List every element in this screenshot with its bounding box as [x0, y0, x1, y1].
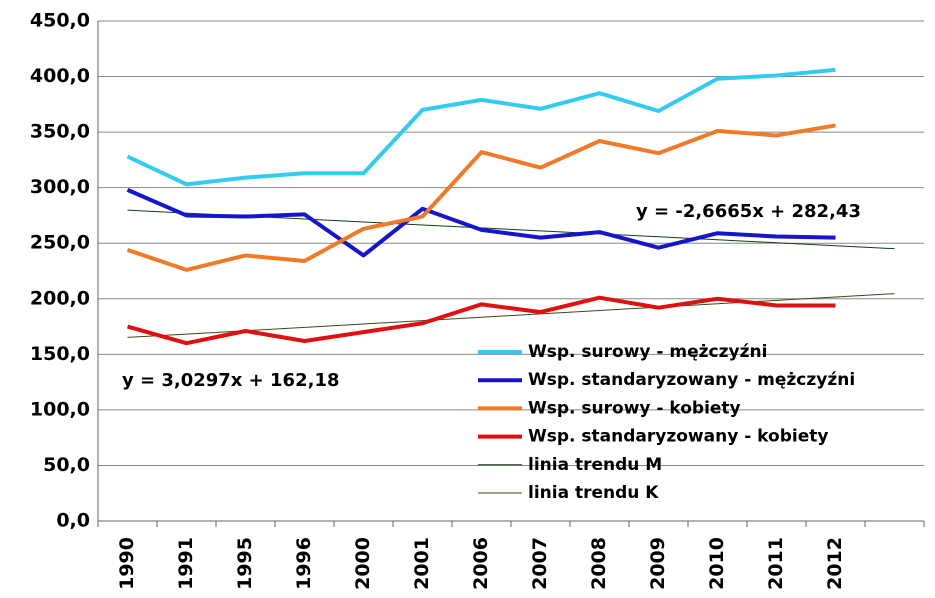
x-tick-label: 2012 [824, 537, 846, 590]
legend-label: Wsp. surowy - kobiety [528, 398, 741, 418]
y-tick-label: 150,0 [30, 343, 90, 365]
y-tick-label: 400,0 [30, 65, 90, 87]
trend-equation: y = 3,0297x + 162,18 [122, 370, 340, 391]
x-tick-label: 1991 [175, 537, 197, 590]
trend-equation: y = -2,6665x + 282,43 [636, 201, 861, 222]
x-tick-label: 1995 [234, 537, 256, 590]
x-tick-label: 2009 [647, 537, 669, 590]
legend-label: Wsp. standaryzowany - kobiety [528, 427, 828, 447]
y-tick-label: 350,0 [30, 121, 90, 143]
legend-label: Wsp. standaryzowany - mężczyźni [528, 370, 855, 390]
y-tick-label: 450,0 [30, 10, 90, 32]
series-line [126, 123, 836, 272]
series-line [126, 295, 836, 346]
series-line [127, 293, 895, 338]
x-tick-label: 2000 [352, 537, 374, 590]
y-tick-label: 300,0 [30, 176, 90, 198]
x-tick-label: 1996 [293, 537, 315, 590]
x-tick-label: 2010 [706, 537, 728, 590]
legend-label: linia trendu K [528, 483, 659, 503]
x-tick-label: 2006 [470, 537, 492, 590]
x-tick-label: 1990 [116, 537, 138, 590]
x-tick-label: 2001 [411, 537, 433, 590]
x-tick-label: 2011 [765, 537, 787, 590]
x-tick-label: 2008 [588, 537, 610, 590]
legend-label: Wsp. surowy - mężczyźni [528, 342, 767, 362]
x-tick-label: 2007 [529, 537, 551, 590]
series-line [126, 188, 836, 258]
y-tick-label: 100,0 [30, 398, 90, 420]
y-tick-label: 50,0 [43, 454, 90, 476]
series-line [126, 67, 836, 187]
y-tick-label: 0,0 [56, 510, 90, 532]
y-tick-label: 250,0 [30, 232, 90, 254]
y-tick-label: 200,0 [30, 287, 90, 309]
legend-label: linia trendu M [528, 455, 662, 475]
